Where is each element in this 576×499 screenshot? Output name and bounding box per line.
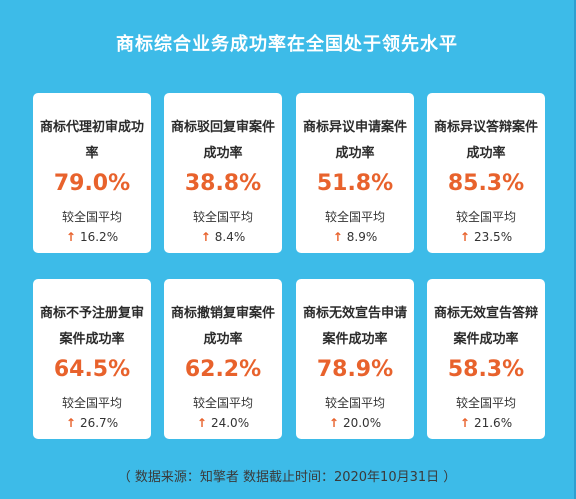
card-value: 38.8% [184, 171, 262, 196]
stat-card: 商标异议答辩案件成功率 85.3% 较全国平均 ↑ 23.5% [427, 93, 545, 253]
card-value: 78.9% [316, 357, 394, 382]
arrow-up-icon: ↑ [65, 416, 76, 430]
card-compare-label: 较全国平均 [61, 396, 122, 410]
card-delta-value: 21.6% [473, 416, 513, 430]
card-delta: ↑ 26.7% [33, 416, 151, 430]
card-title: 商标异议申请案件成功率 [302, 120, 407, 161]
card-title: 商标无效宣告答辩案件成功率 [433, 306, 538, 347]
card-compare-label: 较全国平均 [192, 210, 253, 224]
card-compare-label: 较全国平均 [324, 210, 385, 224]
stat-card: 商标异议申请案件成功率 51.8% 较全国平均 ↑ 8.9% [296, 93, 414, 253]
card-value: 58.3% [447, 357, 525, 382]
arrow-up-icon: ↑ [200, 230, 211, 244]
stat-card: 商标驳回复审案件成功率 38.8% 较全国平均 ↑ 8.4% [164, 93, 282, 253]
stat-card: 商标不予注册复审案件成功率 64.5% 较全国平均 ↑ 26.7% [33, 279, 151, 439]
arrow-up-icon: ↑ [196, 416, 207, 430]
arrow-up-icon: ↑ [332, 230, 343, 244]
card-delta: ↑ 20.0% [296, 416, 414, 430]
card-delta: ↑ 8.4% [164, 230, 282, 244]
stat-card: 商标无效宣告申请案件成功率 78.9% 较全国平均 ↑ 20.0% [296, 279, 414, 439]
card-delta-value: 8.9% [346, 230, 378, 244]
card-title: 商标撤销复审案件成功率 [170, 306, 275, 347]
card-value: 62.2% [184, 357, 262, 382]
card-delta-value: 24.0% [210, 416, 250, 430]
card-compare-label: 较全国平均 [455, 396, 516, 410]
arrow-up-icon: ↑ [328, 416, 339, 430]
card-value: 64.5% [53, 357, 131, 382]
stat-card: 商标无效宣告答辩案件成功率 58.3% 较全国平均 ↑ 21.6% [427, 279, 545, 439]
card-title: 商标不予注册复审案件成功率 [39, 306, 144, 347]
card-delta-value: 23.5% [473, 230, 513, 244]
card-title: 商标异议答辩案件成功率 [433, 120, 538, 161]
stat-card: 商标撤销复审案件成功率 62.2% 较全国平均 ↑ 24.0% [164, 279, 282, 439]
card-delta-value: 26.7% [79, 416, 119, 430]
footer-note: （ 数据来源：知擎者 数据截止时间：2020年10月31日 ） [117, 470, 457, 485]
card-value: 51.8% [316, 171, 394, 196]
stat-card: 商标代理初审成功率 79.0% 较全国平均 ↑ 16.2% [33, 93, 151, 253]
card-value: 85.3% [447, 171, 525, 196]
card-title: 商标驳回复审案件成功率 [170, 120, 275, 161]
card-delta: ↑ 21.6% [427, 416, 545, 430]
card-title: 商标代理初审成功率 [39, 120, 144, 161]
arrow-up-icon: ↑ [459, 230, 470, 244]
arrow-up-icon: ↑ [65, 230, 76, 244]
card-delta-value: 16.2% [79, 230, 119, 244]
card-delta-value: 8.4% [214, 230, 246, 244]
card-delta: ↑ 16.2% [33, 230, 151, 244]
arrow-up-icon: ↑ [459, 416, 470, 430]
card-compare-label: 较全国平均 [455, 210, 516, 224]
card-title: 商标无效宣告申请案件成功率 [302, 306, 407, 347]
card-delta: ↑ 24.0% [164, 416, 282, 430]
card-compare-label: 较全国平均 [61, 210, 122, 224]
card-compare-label: 较全国平均 [324, 396, 385, 410]
card-value: 79.0% [53, 171, 131, 196]
card-delta: ↑ 23.5% [427, 230, 545, 244]
page-title: 商标综合业务成功率在全国处于领先水平 [116, 34, 458, 55]
card-delta-value: 20.0% [342, 416, 382, 430]
card-compare-label: 较全国平均 [192, 396, 253, 410]
card-delta: ↑ 8.9% [296, 230, 414, 244]
